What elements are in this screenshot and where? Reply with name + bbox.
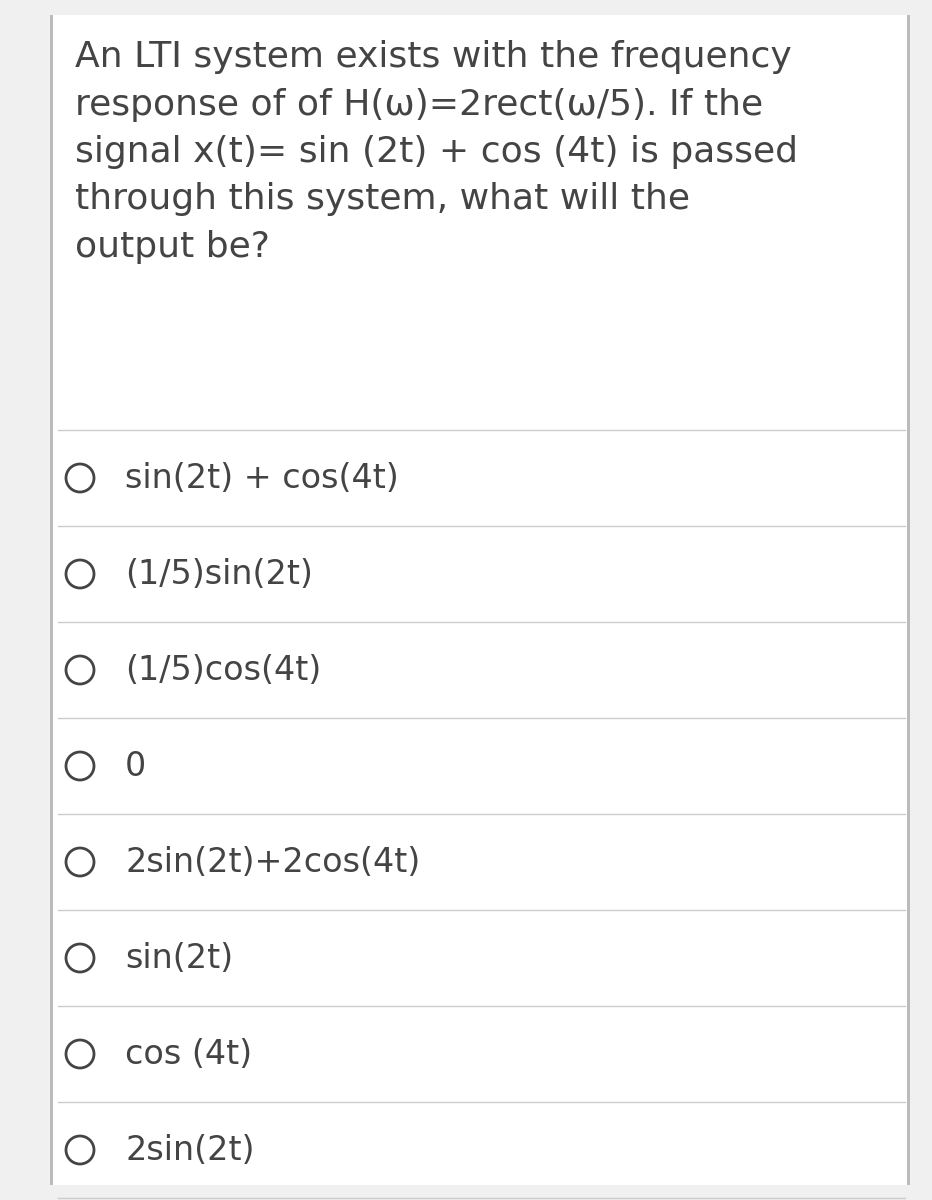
Text: (1/5)sin(2t): (1/5)sin(2t): [125, 558, 313, 590]
Text: An LTI system exists with the frequency
response of of H(ω)=2rect(ω/5). If the
s: An LTI system exists with the frequency …: [75, 40, 798, 264]
Text: sin(2t) + cos(4t): sin(2t) + cos(4t): [125, 462, 399, 494]
Text: 2sin(2t)+2cos(4t): 2sin(2t)+2cos(4t): [125, 846, 420, 878]
Text: cos (4t): cos (4t): [125, 1038, 253, 1070]
Text: 0: 0: [125, 750, 146, 782]
Text: sin(2t): sin(2t): [125, 942, 233, 974]
Text: (1/5)cos(4t): (1/5)cos(4t): [125, 654, 322, 686]
Bar: [50, 14, 53, 1186]
Bar: [907, 14, 910, 1186]
Text: 2sin(2t): 2sin(2t): [125, 1134, 254, 1166]
